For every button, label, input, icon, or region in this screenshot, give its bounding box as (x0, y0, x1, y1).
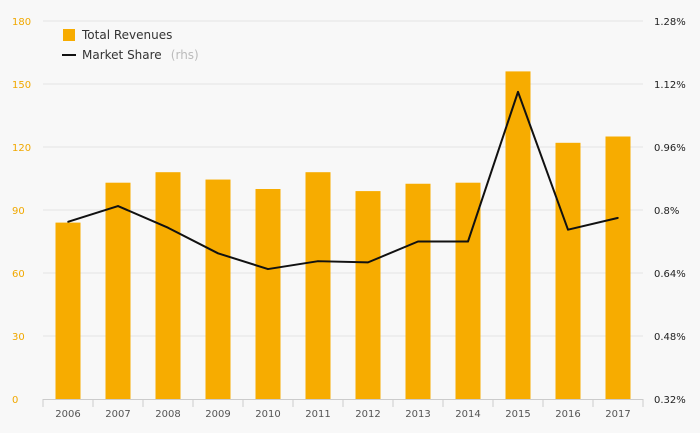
y-right-tick-label: 0.32% (654, 395, 686, 406)
y-left-tick-label: 150 (12, 80, 31, 91)
y-left-tick-label: 120 (12, 143, 31, 154)
market-share-point (67, 221, 69, 223)
y-left-tick-label: 0 (12, 395, 18, 406)
bar-total-revenues (205, 179, 231, 399)
market-share-point (217, 252, 219, 255)
x-tick-label: 2012 (355, 409, 380, 420)
x-tick-label: 2009 (205, 409, 230, 420)
legend-label-market-share: Market Share (rhs) (82, 44, 199, 63)
bar-total-revenues (405, 183, 431, 399)
bar-total-revenues (605, 136, 631, 399)
y-left-tick-label: 60 (12, 269, 25, 280)
bar-total-revenues (155, 172, 181, 399)
x-tick-label: 2013 (405, 409, 430, 420)
gridlines (43, 20, 643, 337)
bar-total-revenues (255, 189, 281, 399)
x-tick-label: 2015 (505, 409, 530, 420)
x-tick-label: 2016 (555, 409, 580, 420)
revenue-bars (55, 71, 631, 400)
market-share-point (467, 240, 469, 243)
legend-swatch-total-revenues (63, 29, 75, 41)
x-tick-label: 2007 (105, 409, 130, 420)
bar-total-revenues (505, 71, 531, 400)
market-share-point (317, 260, 319, 262)
bar-total-revenues (355, 191, 381, 399)
y-right-tick-label: 0.64% (654, 269, 686, 280)
legend: Total Revenues Market Share (rhs) (62, 28, 199, 63)
axes: 0 30 60 90 120 150 180 0.32% 0.48% 0.64% 0.8% 0.96%… (12, 17, 686, 420)
x-tick-label: 2008 (155, 409, 180, 420)
bar-total-revenues (55, 222, 81, 399)
legend-label-total-revenues: Total Revenues (81, 28, 172, 42)
y-right-tick-label: 0.48% (654, 332, 686, 343)
y-right-tick-label: 0.96% (654, 143, 686, 154)
x-tick-label: 2011 (305, 409, 330, 420)
market-share-point (417, 240, 419, 243)
y-left-tick-label: 90 (12, 206, 25, 217)
y-left-tick-label: 30 (12, 332, 25, 343)
market-share-line-group (67, 90, 619, 271)
x-tick-label: 2010 (255, 409, 280, 420)
y-left-tick-label: 180 (12, 17, 31, 28)
x-tick-label: 2014 (455, 409, 480, 420)
bar-total-revenues (105, 182, 131, 399)
market-share-line (67, 90, 619, 271)
market-share-point (567, 228, 569, 231)
y-right-tick-label: 0.8% (654, 206, 679, 217)
market-share-point (117, 205, 119, 207)
bar-total-revenues (555, 142, 581, 400)
y-right-tick-label: 1.28% (654, 17, 686, 28)
market-share-point (617, 217, 619, 219)
y-right-tick-label: 1.12% (654, 80, 686, 91)
bar-total-revenues (305, 172, 331, 399)
market-share-point (367, 261, 369, 264)
market-share-point (167, 226, 169, 229)
market-share-point (267, 268, 269, 270)
x-tick-label: 2006 (55, 409, 80, 420)
market-share-point (517, 91, 519, 93)
x-tick-label: 2017 (605, 409, 630, 420)
